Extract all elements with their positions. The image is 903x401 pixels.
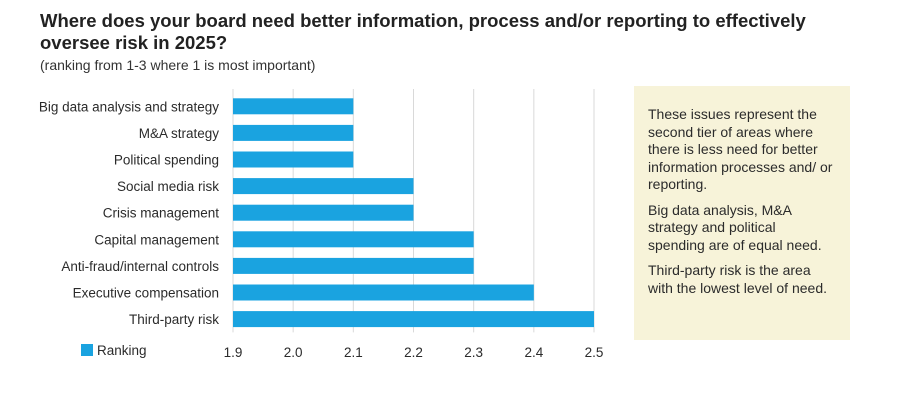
- bar: [233, 204, 414, 221]
- x-tick-label: 2.5: [585, 345, 604, 360]
- category-label: Executive compensation: [73, 286, 219, 301]
- category-label: Anti-fraud/internal controls: [61, 259, 219, 274]
- x-tick-label: 1.9: [224, 345, 243, 360]
- bar: [233, 311, 594, 328]
- chart-title: Where does your board need better inform…: [40, 10, 806, 53]
- bar: [233, 178, 414, 195]
- commentary-paragraph-1: These issues represent the second tier o…: [648, 106, 833, 192]
- bar: [233, 284, 534, 301]
- category-label: Social media risk: [117, 179, 219, 194]
- category-label: Political spending: [114, 153, 219, 168]
- category-label: M&A strategy: [139, 126, 220, 141]
- category-label: Third-party risk: [129, 312, 219, 327]
- x-tick-label: 2.1: [344, 345, 363, 360]
- bar: [233, 231, 474, 248]
- x-tick-label: 2.0: [284, 345, 303, 360]
- bar: [233, 98, 354, 115]
- legend-swatch: [81, 344, 93, 356]
- commentary-paragraph-3: Third-party risk is the area with the lo…: [648, 262, 827, 296]
- legend-label: Ranking: [97, 343, 147, 358]
- commentary-box: These issues represent the second tier o…: [634, 86, 850, 340]
- bar: [233, 257, 474, 274]
- commentary-paragraph-2: Big data analysis, M&A strategy and poli…: [648, 201, 822, 253]
- x-tick-label: 2.4: [524, 345, 543, 360]
- bar: [233, 124, 354, 141]
- chart-subtitle: (ranking from 1-3 where 1 is most import…: [40, 57, 316, 73]
- x-tick-label: 2.3: [464, 345, 483, 360]
- category-label: Crisis management: [103, 206, 220, 221]
- category-label: Big data analysis and strategy: [39, 99, 219, 114]
- x-tick-label: 2.2: [404, 345, 423, 360]
- bar: [233, 151, 354, 168]
- category-label: Capital management: [94, 232, 219, 247]
